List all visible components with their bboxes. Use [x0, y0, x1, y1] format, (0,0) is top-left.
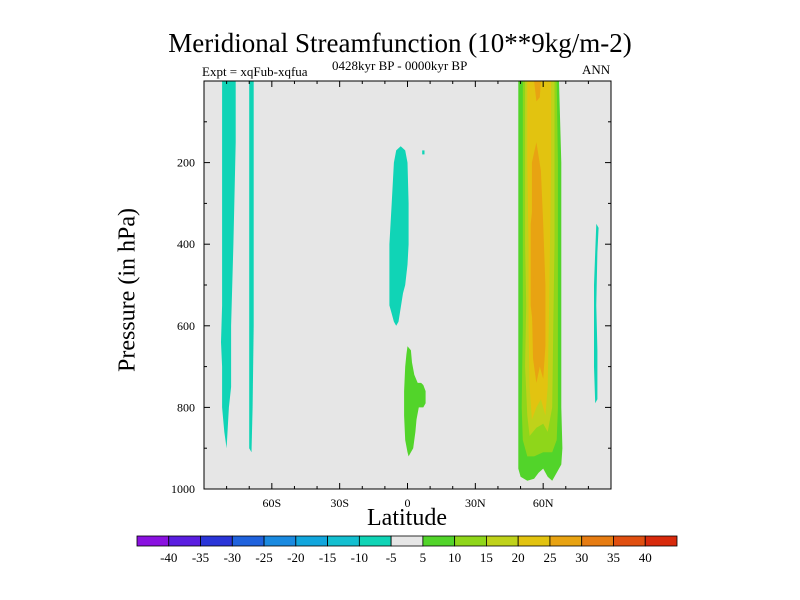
colorbar-label: 30: [575, 550, 588, 565]
colorbar-label: -25: [255, 550, 272, 565]
colorbar-label: -15: [319, 550, 336, 565]
colorbar-swatch: [231, 535, 265, 547]
y-tick-label: 600: [177, 319, 195, 333]
colorbar-swatch: [168, 535, 201, 547]
colorbar-swatch: [263, 535, 297, 547]
negative-patch-tropical-small: [422, 150, 425, 155]
colorbar-label: 25: [543, 550, 556, 565]
season-label: ANN: [582, 62, 611, 77]
negative-band-southern-polar-1: [221, 81, 236, 449]
x-tick-label: 60N: [533, 496, 554, 510]
y-tick-label: 1000: [171, 482, 195, 496]
colorbar-swatch: [295, 535, 328, 547]
colorbar-swatch: [136, 535, 170, 547]
colorbar-swatch: [358, 535, 392, 547]
colorbar-swatch: [549, 535, 583, 547]
colorbar-label: -10: [351, 550, 368, 565]
x-tick-label: 30S: [330, 496, 349, 510]
colorbar-swatch: [327, 535, 360, 547]
colorbar-label: -20: [287, 550, 304, 565]
chart-title: Meridional Streamfunction (10**9kg/m-2): [168, 28, 632, 58]
x-tick-label: 60S: [262, 496, 281, 510]
time-range-label: 0428kyr BP - 0000kyr BP: [332, 58, 468, 73]
colorbar-label: 5: [420, 550, 427, 565]
x-tick-label: 0: [405, 496, 411, 510]
y-tick-label: 200: [177, 156, 195, 170]
colorbar-label: -30: [224, 550, 241, 565]
colorbar-swatch: [613, 535, 646, 547]
y-tick-label: 800: [177, 400, 195, 414]
negative-band-southern-polar-2: [249, 81, 254, 453]
colorbar-swatch: [390, 535, 424, 547]
colorbar-swatch: [486, 535, 519, 547]
colorbar-label: 10: [448, 550, 461, 565]
negative-region-tropical-upper: [389, 146, 409, 326]
colorbar-label: -40: [160, 550, 177, 565]
colorbar-swatch: [517, 535, 551, 547]
colorbar-label: -35: [192, 550, 209, 565]
colorbar-swatch: [581, 535, 614, 547]
positive-region-tropical-lower: [404, 346, 426, 457]
colorbar-label: -5: [386, 550, 397, 565]
y-tick-label: 400: [177, 237, 195, 251]
colorbar-label: 35: [607, 550, 620, 565]
experiment-label: Expt = xqFub-xqfua: [202, 64, 308, 79]
negative-band-northern-polar: [594, 223, 599, 404]
colorbar-swatch: [422, 535, 456, 547]
colorbar-swatch: [454, 535, 487, 547]
colorbar-swatch: [200, 535, 233, 547]
positive-band-northern-midlat-25: [531, 142, 546, 383]
colorbar-label: 15: [480, 550, 493, 565]
colorbar-label: 40: [639, 550, 652, 565]
x-tick-label: 30N: [465, 496, 486, 510]
colorbar-label: 20: [512, 550, 525, 565]
positive-core-top: [534, 81, 541, 102]
colorbar-swatch: [644, 535, 678, 547]
positive-core-left: [530, 203, 535, 326]
x-axis-label: Latitude: [367, 505, 447, 531]
